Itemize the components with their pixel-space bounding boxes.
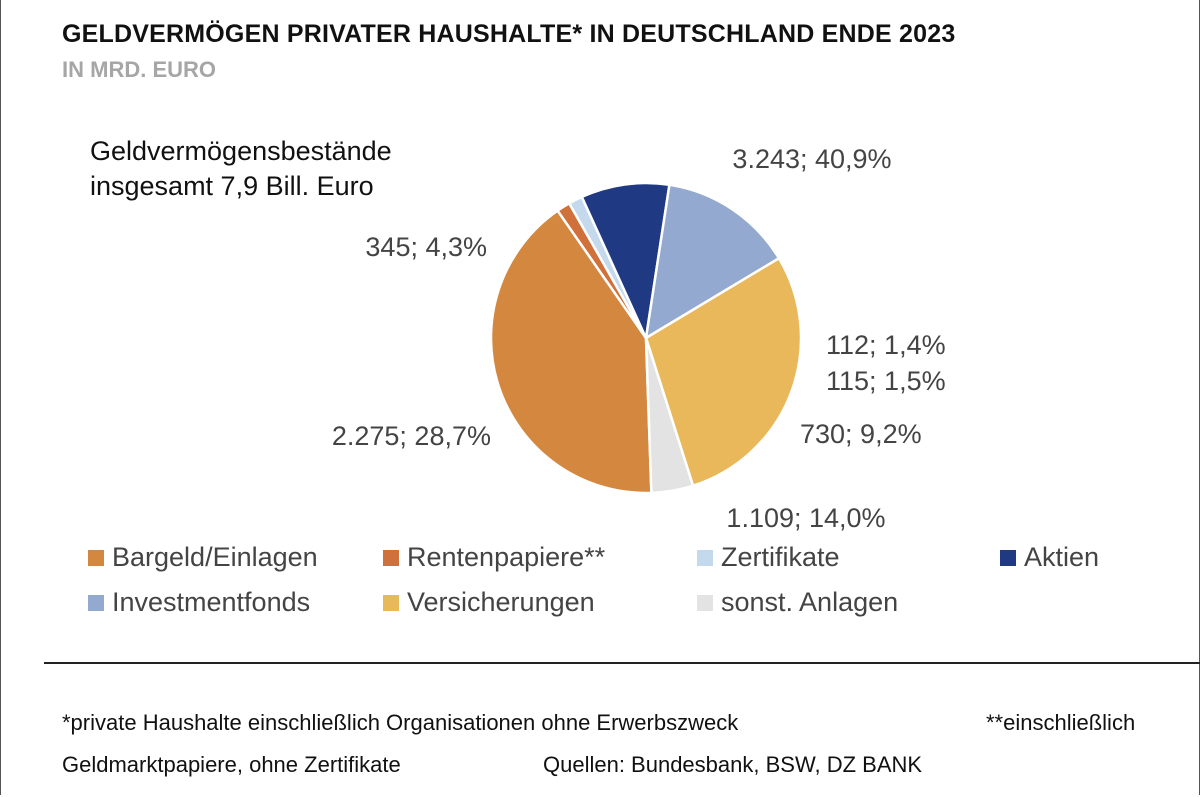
legend-swatch — [383, 594, 399, 611]
legend-item-aktien: Aktien — [1000, 542, 1099, 573]
total-note-line2: insgesamt 7,9 Bill. Euro — [90, 171, 374, 201]
legend-swatch — [383, 549, 399, 566]
legend-swatch — [88, 594, 104, 611]
legend-label: Rentenpapiere** — [407, 542, 606, 572]
legend-item-sonst-anlagen: sonst. Anlagen — [697, 587, 898, 618]
data-label-sonst-anlagen: 345; 4,3% — [365, 232, 487, 262]
legend-item-versicherungen: Versicherungen — [383, 587, 595, 618]
legend-item-bargeld-einlagen: Bargeld/Einlagen — [88, 542, 318, 573]
legend-swatch — [88, 549, 104, 566]
data-label-rentenpapiere: 112; 1,4% — [826, 330, 946, 360]
legend-swatch — [697, 549, 713, 566]
legend-item-rentenpapiere: Rentenpapiere** — [383, 542, 605, 573]
pie-slice-aktien — [580, 181, 671, 340]
legend-item-investmentfonds: Investmentfonds — [88, 587, 310, 618]
total-note: Geldvermögensbestände insgesamt 7,9 Bill… — [90, 134, 392, 204]
legend-label: Zertifikate — [721, 542, 840, 572]
legend-label: Bargeld/Einlagen — [112, 542, 318, 572]
legend-label: Aktien — [1024, 542, 1100, 572]
data-label-versicherungen: 2.275; 28,7% — [332, 421, 491, 451]
legend: Bargeld/Einlagen Rentenpapiere** Zertifika… — [88, 540, 1148, 630]
legend-item-zertifikate: Zertifikate — [697, 542, 840, 573]
legend-swatch — [697, 594, 713, 611]
footnote-divider — [44, 662, 1200, 664]
chart-subtitle: IN MRD. EURO — [62, 57, 216, 82]
footnote-line1-left: *private Haushalte einschließlich Organi… — [62, 710, 739, 735]
legend-swatch — [1000, 549, 1016, 566]
pie-slice-sonst-anlagen — [644, 336, 695, 495]
legend-label: Versicherungen — [407, 587, 595, 617]
pie-slice-versicherungen — [644, 257, 803, 487]
data-label-investmentfonds: 1.109; 14,0% — [726, 503, 885, 533]
total-note-line1: Geldvermögensbestände — [90, 136, 392, 166]
pie-slice-bargeld-einlagen — [489, 209, 653, 495]
legend-label: Investmentfonds — [112, 587, 311, 617]
pie-slice-investmentfonds — [644, 183, 781, 340]
footnote-line1-right: **einschließlich — [986, 710, 1136, 735]
footnote-line2-left: Geldmarktpapiere, ohne Zertifikate — [62, 752, 401, 777]
footnote-line2-right: Quellen: Bundesbank, BSW, DZ BANK — [543, 752, 923, 777]
legend-label: sonst. Anlagen — [721, 587, 899, 617]
data-label-aktien: 730; 9,2% — [800, 419, 922, 449]
chart-title: GELDVERMÖGEN PRIVATER HAUSHALTE* IN DEUT… — [62, 20, 956, 48]
pie-chart: 3.243; 40,9% 112; 1,4% 115; 1,5% 730; 9,2% 1… — [332, 144, 946, 533]
data-label-bargeld-einlagen: 3.243; 40,9% — [732, 144, 891, 174]
data-label-zertifikate: 115; 1,5% — [826, 366, 946, 396]
